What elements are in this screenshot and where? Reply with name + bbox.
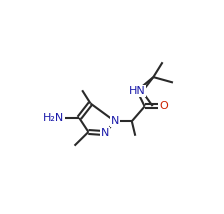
Text: N: N — [101, 128, 110, 138]
Text: N: N — [111, 116, 119, 126]
Text: H₂N: H₂N — [43, 113, 64, 123]
Text: O: O — [159, 101, 168, 111]
Text: HN: HN — [129, 86, 145, 96]
